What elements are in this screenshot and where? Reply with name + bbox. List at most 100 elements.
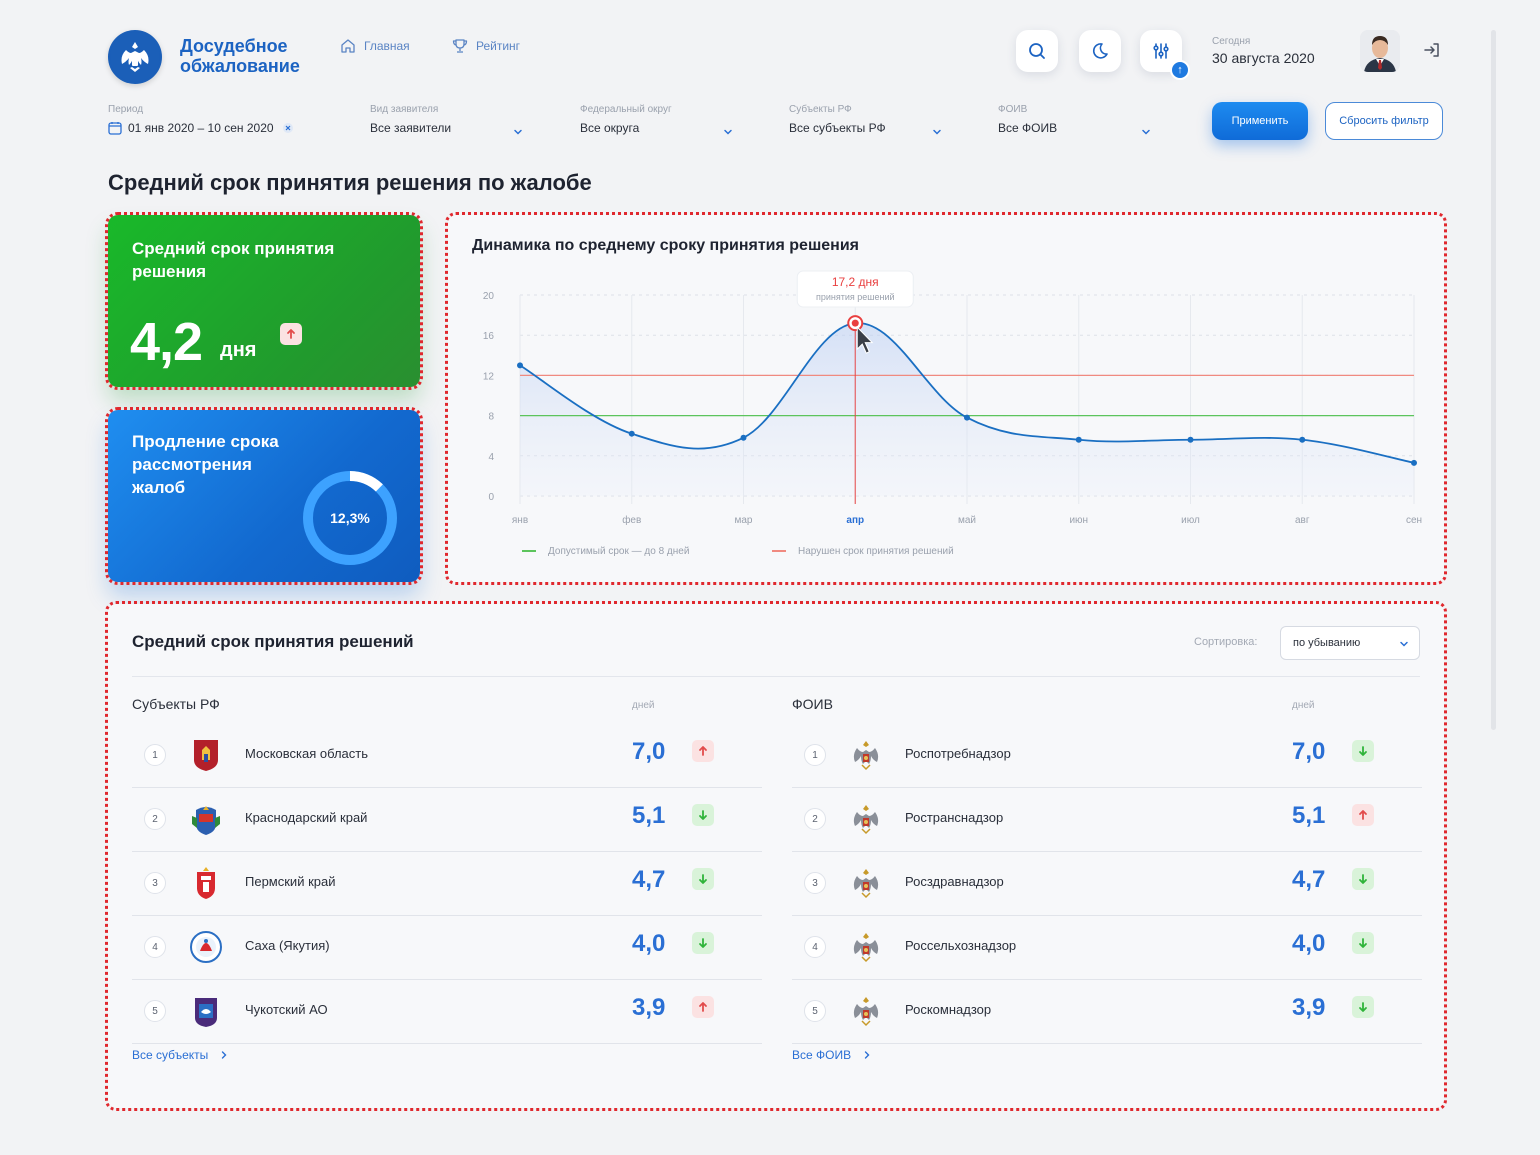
row-value: 5,1 bbox=[1292, 802, 1326, 829]
filter-subject-value: Все субъекты РФ bbox=[789, 121, 886, 135]
rank-badge: 4 bbox=[804, 936, 826, 958]
legend-violated: Нарушен срок принятия решений bbox=[798, 546, 954, 557]
arrow-down-icon bbox=[699, 810, 707, 820]
table-row[interactable]: 4 Россельхознадзор 4,0 bbox=[792, 916, 1422, 980]
data-point bbox=[740, 434, 747, 441]
table-row[interactable]: 5 Роскомнадзор 3,9 bbox=[792, 980, 1422, 1044]
tooltip-sub: принятия решений bbox=[816, 292, 895, 302]
rank-badge: 2 bbox=[804, 808, 826, 830]
filter-foiv-value: Все ФОИВ bbox=[998, 121, 1058, 135]
extension-card[interactable]: Продление срока рассмотрения жалоб 12,3% bbox=[105, 407, 423, 585]
avg-decision-card[interactable]: Средний срок принятия решения 4,2 дня bbox=[105, 212, 423, 390]
table-row[interactable]: 1 Роспотребнадзор 7,0 bbox=[792, 724, 1422, 788]
table-row[interactable]: 2 Краснодарский край 5,1 bbox=[132, 788, 762, 852]
rating-title: Средний срок принятия решений bbox=[132, 632, 414, 651]
divider bbox=[132, 676, 1420, 677]
reset-filter-button[interactable]: Сбросить фильтр bbox=[1325, 102, 1443, 140]
legend-allowed: Допустимый срок — до 8 дней bbox=[548, 546, 689, 557]
foiv-unit: дней bbox=[1292, 700, 1315, 711]
sort-label: Сортировка: bbox=[1194, 636, 1258, 648]
table-row[interactable]: 1 Московская область 7,0 bbox=[132, 724, 762, 788]
search-button[interactable] bbox=[1016, 30, 1058, 72]
nav-home[interactable]: Главная bbox=[340, 38, 410, 54]
dynamics-chart[interactable]: 0 4 8 12 16 20 17,2 дня принятия решений янв фев м… bbox=[448, 215, 1444, 582]
brand-title[interactable]: Досудебное обжалование bbox=[180, 36, 300, 76]
page-title: Средний срок принятия решения по жалобе bbox=[108, 170, 592, 195]
eagle-emblem-icon bbox=[850, 994, 882, 1028]
sort-select-value: по убыванию bbox=[1293, 637, 1361, 649]
logo[interactable] bbox=[108, 30, 162, 84]
clear-icon[interactable] bbox=[282, 122, 294, 134]
subjects-column: Субъекты РФ дней 1 Московская область 7,0 2… bbox=[132, 694, 762, 1044]
row-name: Ространснадзор bbox=[905, 810, 1004, 825]
filter-district-label: Федеральный округ bbox=[580, 104, 672, 115]
trend-down-badge bbox=[692, 932, 714, 954]
table-row[interactable]: 5 Чукотский АО 3,9 bbox=[132, 980, 762, 1044]
foiv-title: ФОИВ bbox=[792, 696, 833, 712]
filter-subject[interactable]: Субъекты РФ Все субъекты РФ bbox=[789, 104, 949, 135]
table-row[interactable]: 4 Саха (Якутия) 4,0 bbox=[132, 916, 762, 980]
yakutia-emblem-icon bbox=[190, 930, 222, 964]
sort-select[interactable]: по убыванию bbox=[1280, 626, 1420, 660]
data-point bbox=[628, 430, 635, 437]
x-tick-label: фев bbox=[622, 514, 641, 526]
trend-down-badge bbox=[692, 804, 714, 826]
moon-icon bbox=[1092, 43, 1108, 59]
data-point bbox=[1411, 459, 1417, 466]
theme-toggle-button[interactable] bbox=[1079, 30, 1121, 72]
row-name: Пермский край bbox=[245, 874, 336, 889]
chukotka-emblem-icon bbox=[190, 994, 222, 1028]
row-name: Московская область bbox=[245, 746, 369, 761]
apply-button[interactable]: Применить bbox=[1212, 102, 1308, 140]
row-value: 4,7 bbox=[1292, 866, 1326, 893]
home-icon bbox=[341, 39, 355, 53]
table-row[interactable]: 3 Пермский край 4,7 bbox=[132, 852, 762, 916]
rank-badge: 3 bbox=[144, 872, 166, 894]
filter-foiv-label: ФОИВ bbox=[998, 104, 1028, 115]
data-point bbox=[964, 414, 970, 421]
filter-district[interactable]: Федеральный округ Все округа bbox=[580, 104, 740, 135]
row-value: 4,0 bbox=[1292, 930, 1326, 957]
eagle-emblem-icon bbox=[850, 738, 882, 772]
avg-decision-value: 4,2 bbox=[130, 312, 203, 372]
row-name: Чукотский АО bbox=[245, 1002, 328, 1017]
row-name: Краснодарский край bbox=[245, 810, 368, 825]
scrollbar[interactable] bbox=[1491, 30, 1496, 730]
subjects-unit: дней bbox=[632, 700, 655, 711]
row-value: 4,0 bbox=[632, 930, 666, 957]
table-row[interactable]: 2 Ространснадзор 5,1 bbox=[792, 788, 1422, 852]
trend-down-badge bbox=[1352, 932, 1374, 954]
avatar[interactable] bbox=[1360, 30, 1400, 72]
filters-button[interactable]: ↑ bbox=[1140, 30, 1190, 80]
arrow-down-icon bbox=[699, 938, 707, 948]
series-line bbox=[519, 322, 1415, 464]
chevron-down-icon bbox=[514, 129, 522, 135]
filter-subject-label: Субъекты РФ bbox=[789, 104, 852, 115]
filter-period-value: 01 янв 2020 – 10 сен 2020 bbox=[128, 121, 274, 135]
all-foiv-link[interactable]: Все ФОИВ bbox=[792, 1048, 871, 1062]
all-subjects-label: Все субъекты bbox=[132, 1048, 209, 1062]
filter-period[interactable]: Период 01 янв 2020 – 10 сен 2020 bbox=[108, 104, 294, 135]
trend-down-badge bbox=[1352, 996, 1374, 1018]
avg-decision-unit: дня bbox=[220, 339, 257, 361]
today-date: 30 августа 2020 bbox=[1212, 50, 1315, 66]
data-point bbox=[517, 362, 523, 369]
trophy-icon bbox=[452, 39, 468, 53]
y-tick-label: 4 bbox=[488, 452, 494, 463]
filter-foiv[interactable]: ФОИВ Все ФОИВ bbox=[998, 104, 1158, 135]
calendar-icon bbox=[108, 122, 122, 135]
table-row[interactable]: 3 Росздравнадзор 4,7 bbox=[792, 852, 1422, 916]
row-name: Саха (Якутия) bbox=[245, 938, 330, 953]
eagle-emblem-icon bbox=[850, 802, 882, 836]
rank-badge: 1 bbox=[144, 744, 166, 766]
rank-badge: 2 bbox=[144, 808, 166, 830]
trend-up-badge bbox=[692, 996, 714, 1018]
all-subjects-link[interactable]: Все субъекты bbox=[132, 1048, 228, 1062]
filter-applicant-value: Все заявители bbox=[370, 121, 452, 135]
filter-applicant[interactable]: Вид заявителя Все заявители bbox=[370, 104, 530, 135]
logout-icon[interactable] bbox=[1422, 40, 1442, 60]
trend-up-badge bbox=[280, 323, 302, 345]
eagle-emblem-icon bbox=[110, 32, 160, 82]
nav-rating[interactable]: Рейтинг bbox=[452, 38, 520, 54]
x-tick-label: май bbox=[958, 515, 976, 526]
